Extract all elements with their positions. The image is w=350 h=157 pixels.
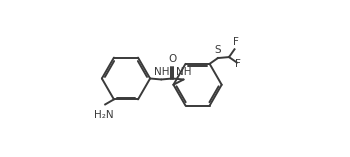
Text: H₂N: H₂N [94, 110, 113, 120]
Text: S: S [215, 45, 221, 55]
Text: F: F [233, 37, 239, 47]
Text: F: F [236, 59, 241, 69]
Text: NH: NH [176, 67, 191, 77]
Text: NH: NH [154, 67, 169, 77]
Text: O: O [168, 54, 176, 64]
